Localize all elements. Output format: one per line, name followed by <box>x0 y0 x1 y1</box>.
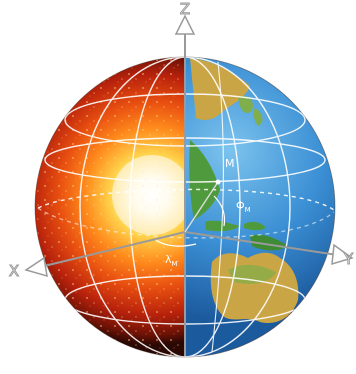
arrow-right-icon <box>331 243 354 266</box>
equator <box>37 188 335 211</box>
ocean-hemisphere <box>185 57 335 357</box>
angle-label-lambda: λM <box>165 253 178 268</box>
axis-label-x: X <box>9 262 19 280</box>
phi-arc <box>213 195 226 227</box>
korea-japan <box>238 95 263 126</box>
new-zealand <box>313 316 321 334</box>
point-label-m: M <box>225 157 235 170</box>
coordinate-axes <box>35 20 345 356</box>
point-m-marker <box>215 179 221 185</box>
y-axis <box>184 231 345 257</box>
southeast-asia-landmass <box>189 140 220 220</box>
radius-to-m <box>184 181 219 233</box>
arrow-up-icon <box>174 14 196 35</box>
lambda-arc <box>155 239 197 247</box>
arrow-left-icon <box>24 256 48 278</box>
meridian-m <box>211 61 224 353</box>
axis-label-z: Z <box>180 0 190 18</box>
axis-label-y: Y <box>343 250 354 268</box>
x-axis <box>35 231 186 269</box>
earth-interior-cutaway <box>35 57 185 357</box>
angle-arcs <box>155 195 226 247</box>
angle-label-phi: ΦM <box>236 199 251 214</box>
indonesia-islands <box>205 220 266 232</box>
